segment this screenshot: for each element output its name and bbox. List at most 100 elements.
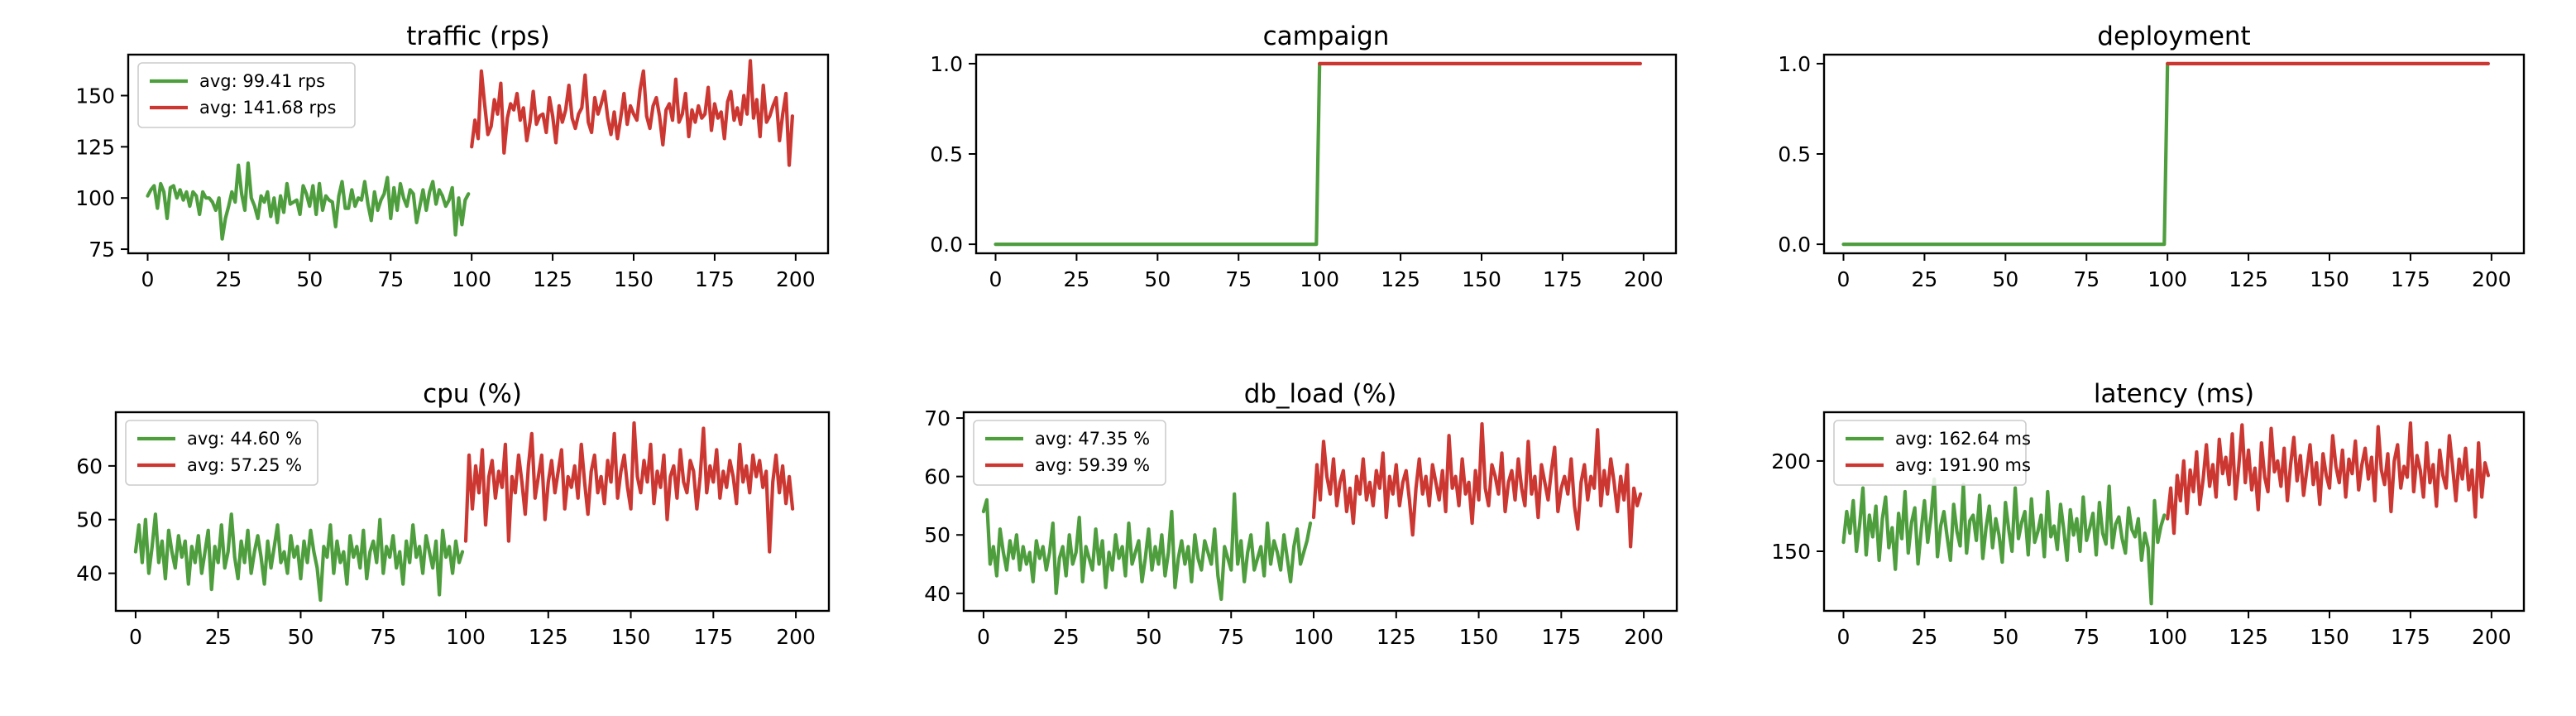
chart-panel-6: latency (ms) 0 25 50 75 100 125 150 175 200 150 200… [1771,379,2526,649]
y-tick-label: 60 [76,454,103,478]
series-line-after [2166,421,2490,536]
x-tick-label: 150 [1462,267,1501,291]
x-tick-label: 125 [533,267,572,291]
y-tick-label: 0.0 [930,233,963,257]
chart-panel-3: deployment 0 25 50 75 100 125 150 175 200 0.0 0.5 1.… [1778,22,2526,291]
x-tick-label: 125 [2229,267,2268,291]
x-tick-label: 150 [614,267,654,291]
axes-frame [962,411,1678,613]
y-tick-label: 1.0 [930,52,963,76]
y-tick-label: 200 [1771,449,1811,473]
y-tick-label: 150 [1771,540,1811,564]
chart-panel-1: traffic (rps) 0 25 50 75 100 125 150 175 200 75 100… [75,22,830,291]
x-tick-label: 75 [1218,625,1244,649]
x-tick-label: 100 [2147,267,2187,291]
x-tick-label: 100 [1294,625,1333,649]
x-tick-label: 0 [1837,267,1851,291]
legend-box [125,420,318,486]
x-tick-label: 175 [1541,625,1581,649]
x-tick-label: 0 [977,625,990,649]
y-tick-label: 0.5 [1778,142,1811,166]
y-tick-label: 125 [75,135,115,159]
x-tick-label: 100 [2147,625,2187,649]
y-tick-label: 75 [89,238,115,262]
x-tick-label: 100 [452,267,491,291]
y-tick-label: 0.0 [1778,233,1811,257]
legend: avg: 44.60 % avg: 57.25 % [125,420,318,486]
axes-frame [114,411,831,613]
chart-title: cpu (%) [423,379,522,409]
x-tick-label: 0 [989,267,1003,291]
x-tick-label: 200 [2472,267,2511,291]
y-tick-label: 40 [76,562,103,586]
chart-title: latency (ms) [2094,379,2254,409]
legend-box [137,62,356,128]
x-tick-label: 100 [1300,267,1339,291]
legend-label: avg: 191.90 ms [1895,455,2031,475]
x-tick-label: 125 [1381,267,1420,291]
legend-box [1833,420,2027,486]
x-tick-label: 175 [1543,267,1582,291]
x-tick-label: 25 [1912,267,1938,291]
x-tick-label: 50 [1992,625,2018,649]
x-tick-label: 25 [205,625,232,649]
x-tick-label: 200 [2472,625,2511,649]
legend-label: avg: 57.25 % [187,455,302,475]
y-tick-label: 0.5 [930,142,963,166]
x-tick-label: 0 [1837,625,1851,649]
x-tick-label: 25 [1064,267,1090,291]
series-line-before [981,492,1313,601]
chart-title: campaign [1263,22,1390,51]
x-tick-label: 100 [446,625,486,649]
x-tick-label: 50 [1136,625,1162,649]
x-tick-label: 25 [1912,625,1938,649]
legend: avg: 162.64 ms avg: 191.90 ms [1833,420,2031,486]
axes-frame [1822,411,2526,613]
x-tick-label: 175 [693,625,733,649]
series-line-after [463,420,795,554]
chart-panel-2: campaign 0 25 50 75 100 125 150 175 200 0.0 0.5 1.0 [930,22,1678,291]
x-tick-label: 0 [129,625,142,649]
chart-panel-4: cpu (%) 0 25 50 75 100 125 150 175 200 40 50 60 avg: … [76,379,831,649]
y-tick-label: 100 [75,186,115,210]
y-tick-label: 150 [75,84,115,108]
x-tick-label: 50 [296,267,323,291]
series-line-before [994,61,1322,247]
series-line-after [470,59,794,167]
series-line-before [146,161,471,241]
legend-label: avg: 44.60 % [187,429,302,449]
x-tick-label: 150 [1459,625,1499,649]
y-tick-label: 1.0 [1778,52,1811,76]
y-tick-label: 60 [924,465,950,489]
y-tick-label: 50 [76,508,103,532]
x-tick-label: 75 [2073,267,2100,291]
x-tick-label: 75 [377,267,404,291]
x-tick-label: 0 [141,267,155,291]
x-tick-label: 150 [2310,625,2349,649]
x-tick-label: 25 [216,267,242,291]
axes-frame [127,53,830,255]
x-tick-label: 175 [2391,267,2430,291]
series-line-before [133,512,465,603]
legend-label: avg: 162.64 ms [1895,429,2031,449]
legend-label: avg: 99.41 rps [199,71,325,91]
x-tick-label: 50 [1144,267,1171,291]
x-tick-label: 50 [1992,267,2018,291]
chart-title: traffic (rps) [406,22,550,51]
x-tick-label: 125 [529,625,568,649]
legend-box [973,420,1166,486]
x-tick-label: 75 [370,625,396,649]
x-tick-label: 200 [1624,625,1664,649]
x-tick-label: 150 [2310,267,2349,291]
legend-label: avg: 47.35 % [1035,429,1150,449]
y-tick-label: 50 [924,523,950,547]
chart-panel-5: db_load (%) 0 25 50 75 100 125 150 175 200 40 50 60 7… [924,379,1678,649]
x-tick-label: 175 [695,267,735,291]
x-tick-label: 200 [776,267,816,291]
x-tick-label: 125 [2229,625,2268,649]
x-tick-label: 150 [611,625,651,649]
x-tick-label: 175 [2391,625,2430,649]
